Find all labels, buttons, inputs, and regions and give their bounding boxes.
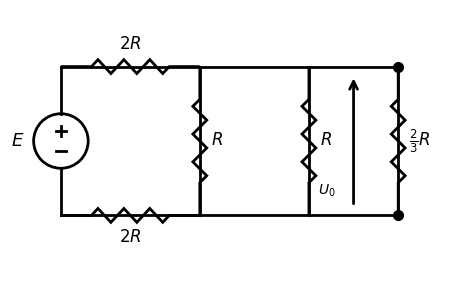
Text: $E$: $E$ bbox=[11, 132, 25, 150]
Text: $2R$: $2R$ bbox=[119, 36, 142, 53]
Text: $2R$: $2R$ bbox=[119, 229, 142, 246]
Text: $U_0$: $U_0$ bbox=[318, 182, 336, 199]
Text: $R$: $R$ bbox=[320, 133, 332, 149]
Text: $\frac{2}{3}R$: $\frac{2}{3}R$ bbox=[409, 127, 430, 155]
Text: $R$: $R$ bbox=[211, 133, 223, 149]
